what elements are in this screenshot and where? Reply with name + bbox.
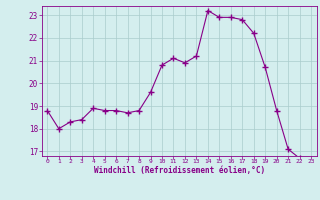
X-axis label: Windchill (Refroidissement éolien,°C): Windchill (Refroidissement éolien,°C)	[94, 166, 265, 175]
